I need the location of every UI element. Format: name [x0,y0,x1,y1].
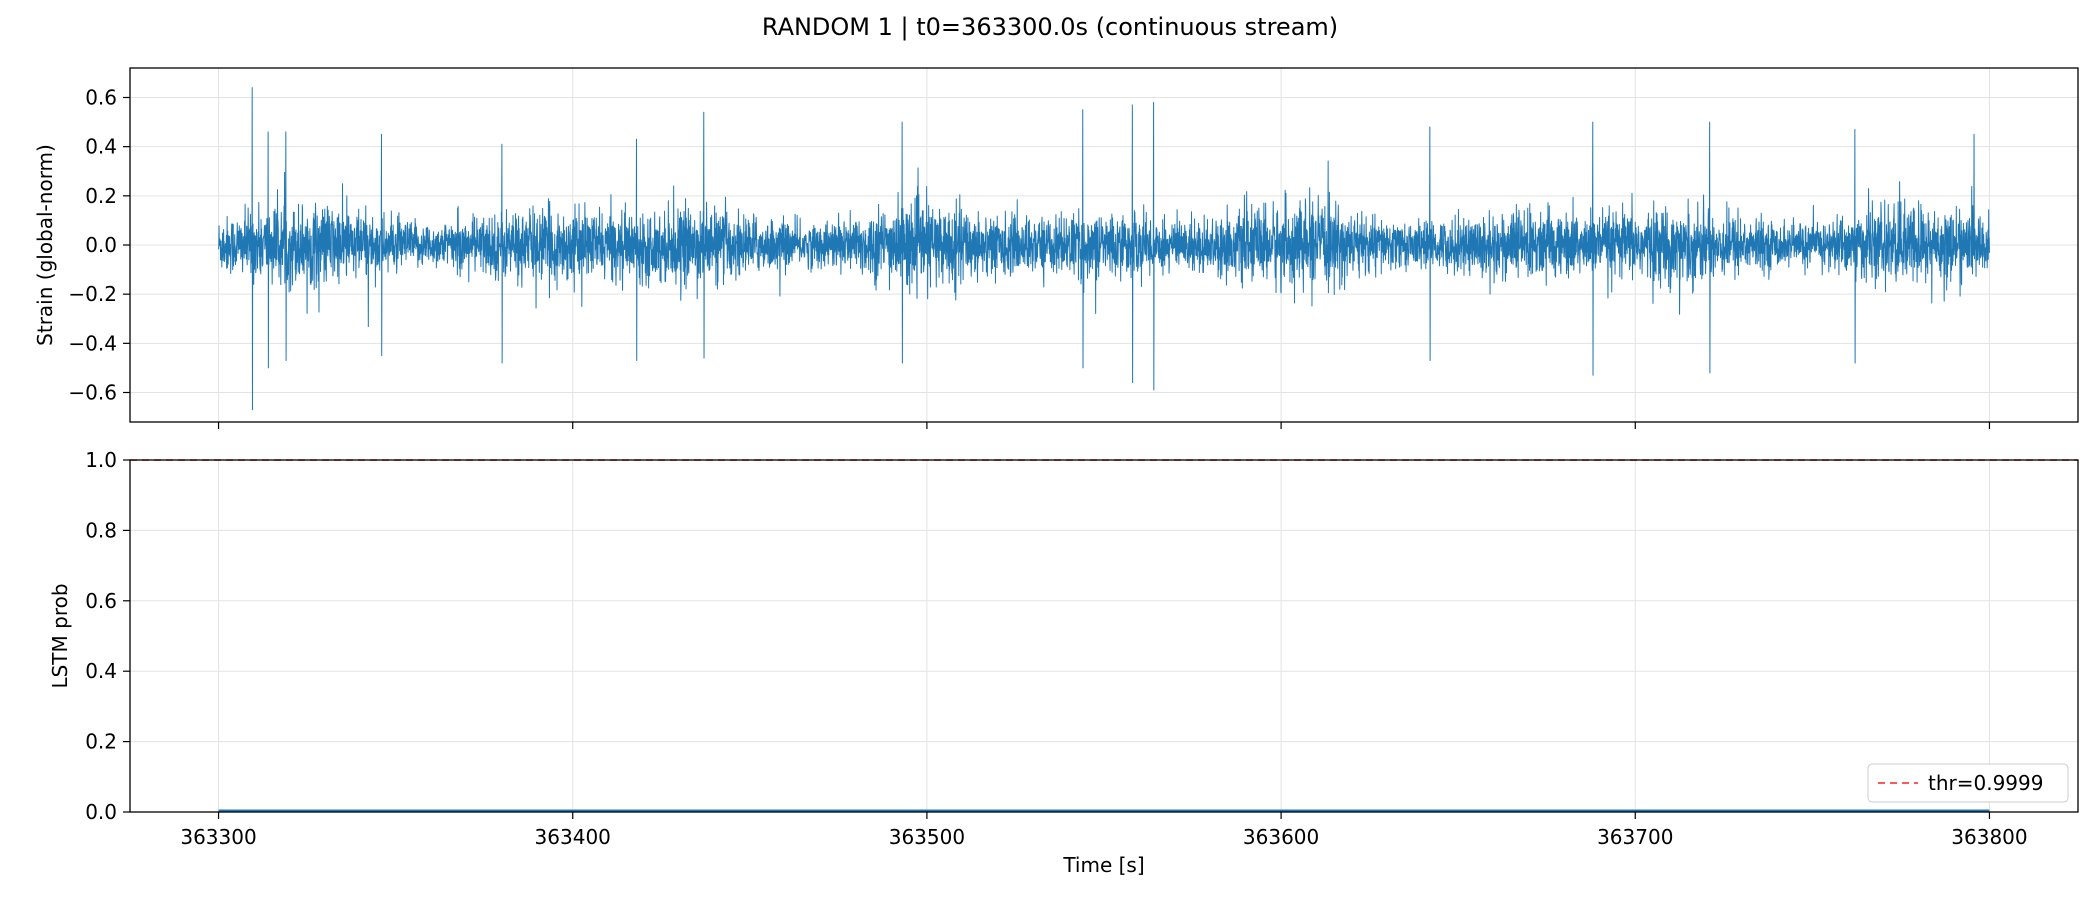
strain-panel: −0.6 −0.4 −0.2 0.0 0.2 0.4 0.6 Strain (global-… [33,67,2079,429]
strain-ytick-label-3: 0.0 [85,233,117,257]
strain-trace [218,87,1990,411]
lstm-ticks: 0.0 0.2 0.4 0.6 0.8 1.0 363300 363400 363500 3636… [85,448,2027,849]
lstm-xtick-label-1: 363400 [535,825,611,849]
lstm-xtick-label-4: 363700 [1597,825,1673,849]
lstm-xtick-label-5: 363800 [1951,825,2027,849]
lstm-ytick-label-3: 0.6 [85,589,117,613]
strain-ytick-label-2: −0.2 [68,282,117,306]
lstm-xtick-label-0: 363300 [180,825,256,849]
lstm-ytick-label-4: 0.8 [85,518,117,542]
legend-entry-threshold: thr=0.9999 [1928,771,2043,795]
legend-box [1867,763,2069,803]
strain-ytick-label-4: 0.2 [85,184,117,208]
lstm-panel: 0.0 0.2 0.4 0.6 0.8 1.0 363300 363400 363500 3636… [48,448,2079,877]
strain-ytick-label-1: −0.4 [68,331,117,355]
strain-ytick-label-5: 0.4 [85,135,117,159]
strain-y-axis-label: Strain (global-norm) [33,144,57,346]
strain-ytick-label-6: 0.6 [85,86,117,110]
lstm-y-axis-label: LSTM prob [48,583,72,688]
lstm-axes-frame [129,459,2079,813]
legend: thr=0.9999 [1867,763,2069,803]
lstm-ytick-label-2: 0.4 [85,659,117,683]
lstm-ytick-label-1: 0.2 [85,730,117,754]
strain-ytick-label-0: −0.6 [68,381,117,405]
strain-ticks: −0.6 −0.4 −0.2 0.0 0.2 0.4 0.6 [68,86,1991,429]
lstm-gridlines [130,459,2078,813]
strain-series [218,87,1990,411]
x-axis-label: Time [s] [1062,853,1144,877]
lstm-ytick-label-0: 0.0 [85,800,117,824]
chart-title: RANDOM 1 | t0=363300.0s (continuous stre… [761,13,1339,41]
lstm-xtick-label-2: 363500 [889,825,965,849]
lstm-xtick-label-3: 363600 [1243,825,1319,849]
lstm-ytick-label-5: 1.0 [85,448,117,472]
